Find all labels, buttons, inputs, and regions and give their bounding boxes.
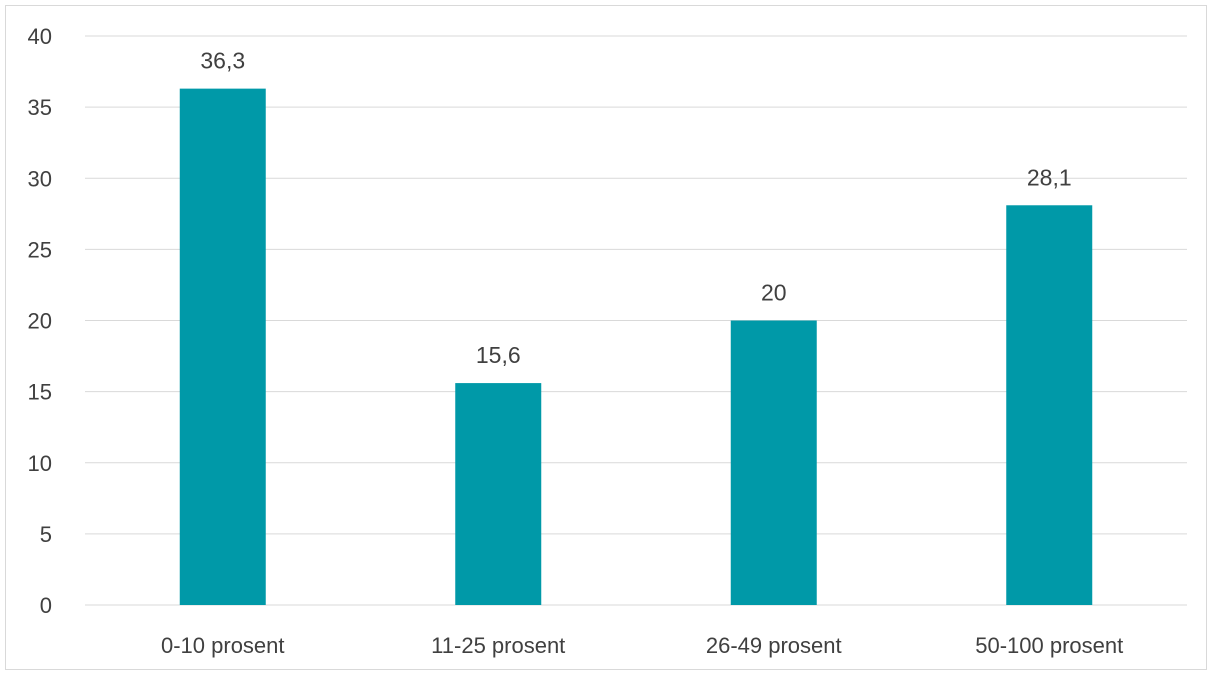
bar-4 [1006, 205, 1093, 605]
x-axis-categories: 0-10 prosent 11-25 prosent 26-49 prosent 50… [161, 633, 1123, 658]
y-tick-label: 20 [28, 309, 52, 334]
y-tick-label: 40 [28, 24, 52, 49]
y-tick-label: 25 [28, 237, 52, 262]
category-label-2: 11-25 prosent [431, 633, 565, 658]
data-labels: 36,3 15,6 20 28,1 [200, 48, 1071, 368]
y-tick-label: 5 [40, 522, 52, 547]
y-axis-ticks: 0 5 10 15 20 25 30 35 40 [28, 24, 52, 618]
bar-1 [179, 88, 266, 605]
category-label-3: 26-49 prosent [706, 633, 842, 658]
y-tick-label: 30 [28, 166, 52, 191]
y-tick-label: 35 [28, 95, 52, 120]
y-tick-label: 0 [40, 593, 52, 618]
data-label-4: 28,1 [1027, 164, 1072, 190]
data-label-2: 15,6 [476, 342, 521, 368]
bars [179, 88, 1093, 605]
data-label-1: 36,3 [200, 48, 245, 74]
data-label-3: 20 [761, 280, 787, 306]
bar-3 [730, 320, 817, 605]
y-tick-label: 15 [28, 380, 52, 405]
y-tick-label: 10 [28, 451, 52, 476]
category-label-1: 0-10 prosent [161, 633, 285, 658]
gridlines [85, 35, 1187, 606]
category-label-4: 50-100 prosent [975, 633, 1123, 658]
bar-2 [455, 383, 542, 605]
